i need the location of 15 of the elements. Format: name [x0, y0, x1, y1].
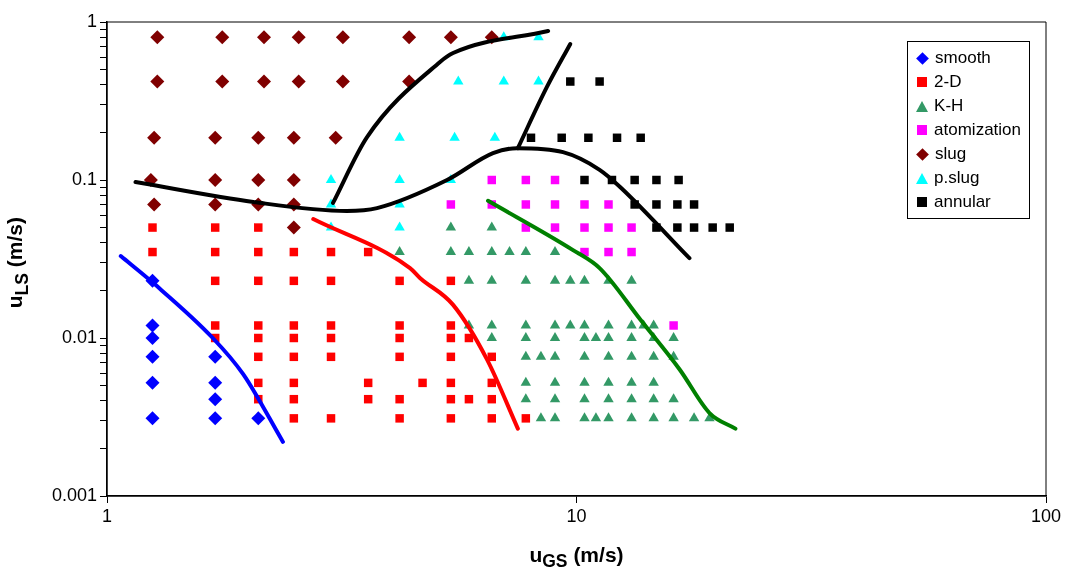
legend-label: K-H	[934, 95, 964, 117]
legend-label: smooth	[935, 47, 991, 69]
legend-label: 2-D	[934, 71, 962, 93]
y-tick-label: 0.01	[61, 326, 97, 347]
legend-label: annular	[934, 191, 991, 213]
x-tick-label: 1	[101, 505, 113, 526]
y-tick-label: 0.001	[51, 484, 97, 505]
legend-label: slug	[935, 143, 967, 165]
y-tick-label: 0.1	[71, 168, 97, 189]
x-tick-label: 100	[1030, 505, 1062, 526]
x-tick-label: 10	[566, 505, 587, 526]
legend-label: atomization	[934, 119, 1021, 141]
legend-label: p.slug	[934, 167, 980, 189]
y-tick-label: 1	[86, 10, 97, 31]
x-axis-title: u$_{GS}$ (m/s)	[528, 543, 625, 573]
